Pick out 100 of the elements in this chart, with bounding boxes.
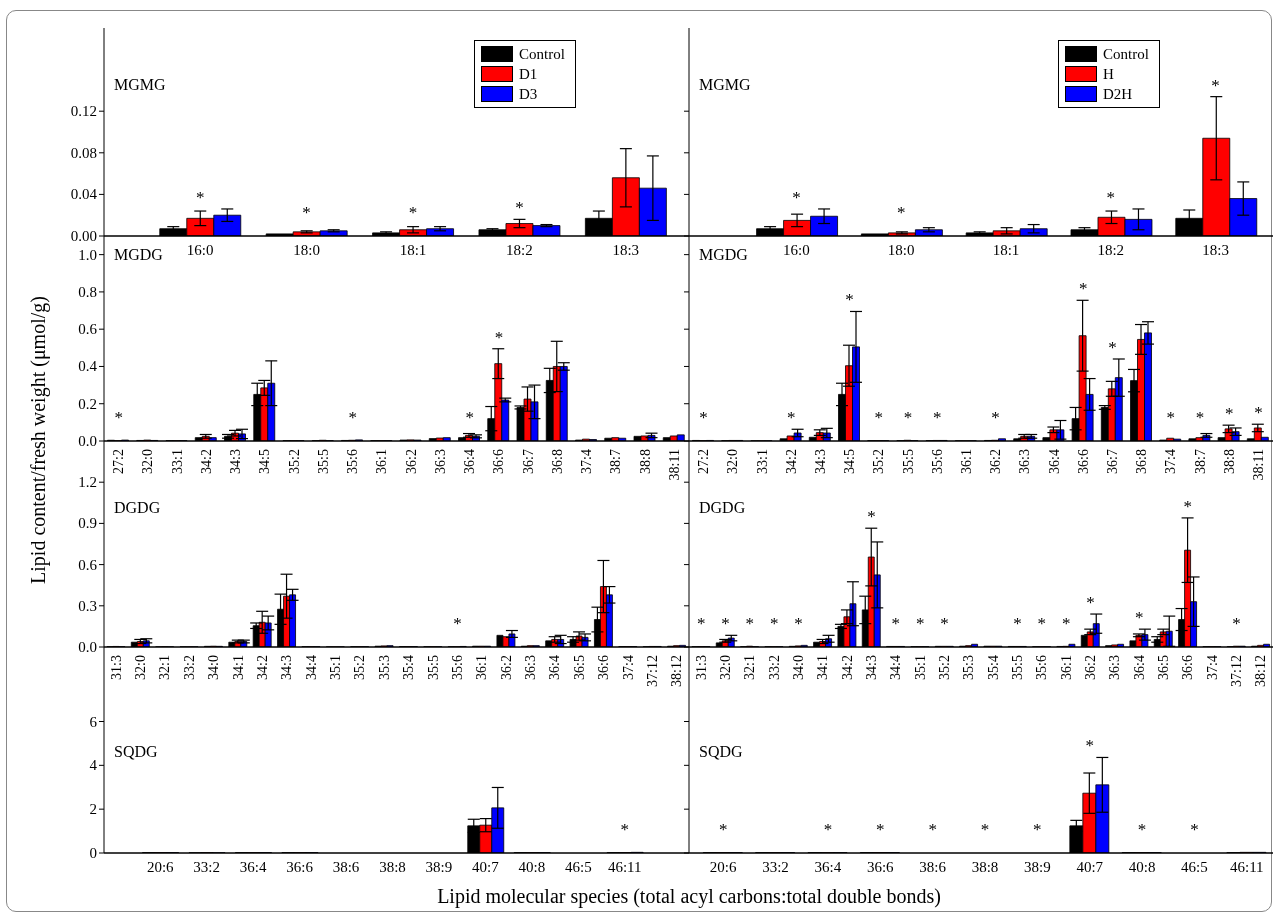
significance-mark: * [1033,819,1042,839]
legend-label: Control [1103,45,1149,64]
x-tick-label: 32:1 [742,655,758,680]
x-tick-label: 18:2 [506,241,533,258]
x-tick-label: 35:5 [425,655,441,680]
x-tick-label: 36:6 [491,449,507,474]
x-tick-label: 33:2 [762,858,789,875]
x-tick-label: 36:3 [1017,449,1033,474]
significance-mark: * [718,819,728,839]
x-tick-label: 38:8 [971,858,999,875]
significance-mark: * [515,198,524,218]
x-tick-label: 16:0 [783,241,810,258]
y-tick-label: 0.0 [78,639,97,655]
text: DGDG [699,499,746,517]
significance-mark: * [769,613,779,633]
significance-mark: * [1037,613,1047,633]
x-tick-label: 36:6 [596,655,612,680]
x-tick-label: 35:3 [376,655,392,680]
x-tick-label: 34:2 [254,655,270,680]
x-tick-label: 36:4 [1046,449,1062,474]
text: SQDG [114,743,158,761]
significance-mark: * [874,407,884,427]
significance-mark: * [940,613,949,633]
x-tick-label: 38:6 [919,858,947,875]
x-tick-label: 35:1 [328,655,344,680]
significance-mark: * [823,819,833,839]
x-tick-label: 36:6 [866,858,895,875]
y-tick-label: 0.6 [78,321,98,338]
x-tick-label: 33:2 [193,858,221,875]
x-tick-label: 38:11 [1250,449,1266,481]
x-tick-label: 37:4 [1204,655,1220,680]
x-tick-label: 46:11 [1230,858,1264,875]
x-tick-label: 34:0 [206,655,222,680]
y-tick-label: 0.6 [78,556,98,573]
x-tick-label: 31:3 [693,655,709,680]
x-tick-label: 32:0 [140,449,156,474]
y-tick-label: 1.0 [78,246,97,263]
significance-mark: * [867,507,876,527]
text: MGMG [699,76,751,94]
x-tick-label: 38:12 [1253,655,1269,687]
x-tick-label: 33:1 [754,449,770,474]
significance-mark: * [721,613,730,633]
x-tick-label: 20:6 [146,858,175,875]
significance-mark: * [1108,338,1117,357]
significance-mark: * [1254,403,1263,423]
x-tick-label: 38:8 [379,858,406,875]
x-tick-label: 37:12 [644,655,660,687]
x-tick-label: 36:8 [549,449,565,474]
x-tick-label: 37:4 [1163,449,1179,474]
x-tick-label: 20:6 [709,858,738,875]
legend-label: D3 [519,85,538,104]
significance-mark: * [896,202,906,222]
x-tick-label: 35:5 [1010,655,1025,680]
significance-mark: * [465,407,474,427]
x-tick-label: 36:6 [286,858,314,875]
x-tick-label: 36:3 [1107,655,1123,680]
x-tick-label: 33:2 [181,655,197,680]
x-tick-label: 36:2 [1083,655,1098,680]
significance-mark: * [699,407,708,427]
x-tick-label: 36:7 [1104,449,1120,474]
x-tick-label: 36:3 [523,655,539,680]
y-tick-label: 6 [89,713,98,730]
x-tick-label: 35:6 [345,449,361,474]
x-tick-label: 18:3 [612,241,640,258]
x-tick-label: 46:5 [564,858,592,875]
y-tick-label: 0.3 [78,597,97,614]
x-tick-label: 38:7 [1192,449,1208,474]
x-tick-label: 35:3 [961,655,977,680]
significance-mark: * [792,187,801,207]
y-tick-label: 4 [89,757,98,774]
y-tick-label: 0 [89,845,97,861]
x-tick-label: 35:2 [871,449,887,474]
x-tick-label: 34:0 [791,655,806,680]
y-tick-label: 1.2 [78,474,97,491]
x-tick-label: 36:2 [403,449,419,474]
x-tick-label: 36:4 [547,655,563,680]
x-tick-label: 32:0 [133,655,149,680]
x-tick-label: 36:3 [432,449,448,474]
y-tick-label: 0.04 [70,186,98,203]
x-tick-label: 34:3 [279,655,295,680]
legend-label: H [1103,65,1114,84]
significance-mark: * [1086,593,1095,613]
x-tick-label: 34:1 [815,655,831,680]
significance-mark: * [1183,496,1193,516]
significance-mark: * [1106,187,1116,207]
significance-mark: * [876,819,885,839]
significance-mark: * [114,407,123,427]
x-tick-label: 37:4 [620,655,636,680]
x-tick-label: 36:1 [958,449,974,474]
significance-mark: * [845,290,854,310]
significance-mark: * [620,819,629,839]
significance-mark: * [453,613,462,633]
x-tick-label: 36:1 [474,655,490,680]
significance-mark: * [1190,819,1199,839]
x-tick-label: 35:5 [900,449,916,474]
x-tick-label: 35:6 [929,449,945,474]
y-axis-title: Lipid content/fresh weight (μmol/g) [26,296,50,584]
x-tick-label: 36:8 [1134,449,1150,474]
x-tick-label: 38:9 [1024,858,1051,875]
x-tick-label: 18:3 [1202,241,1229,258]
